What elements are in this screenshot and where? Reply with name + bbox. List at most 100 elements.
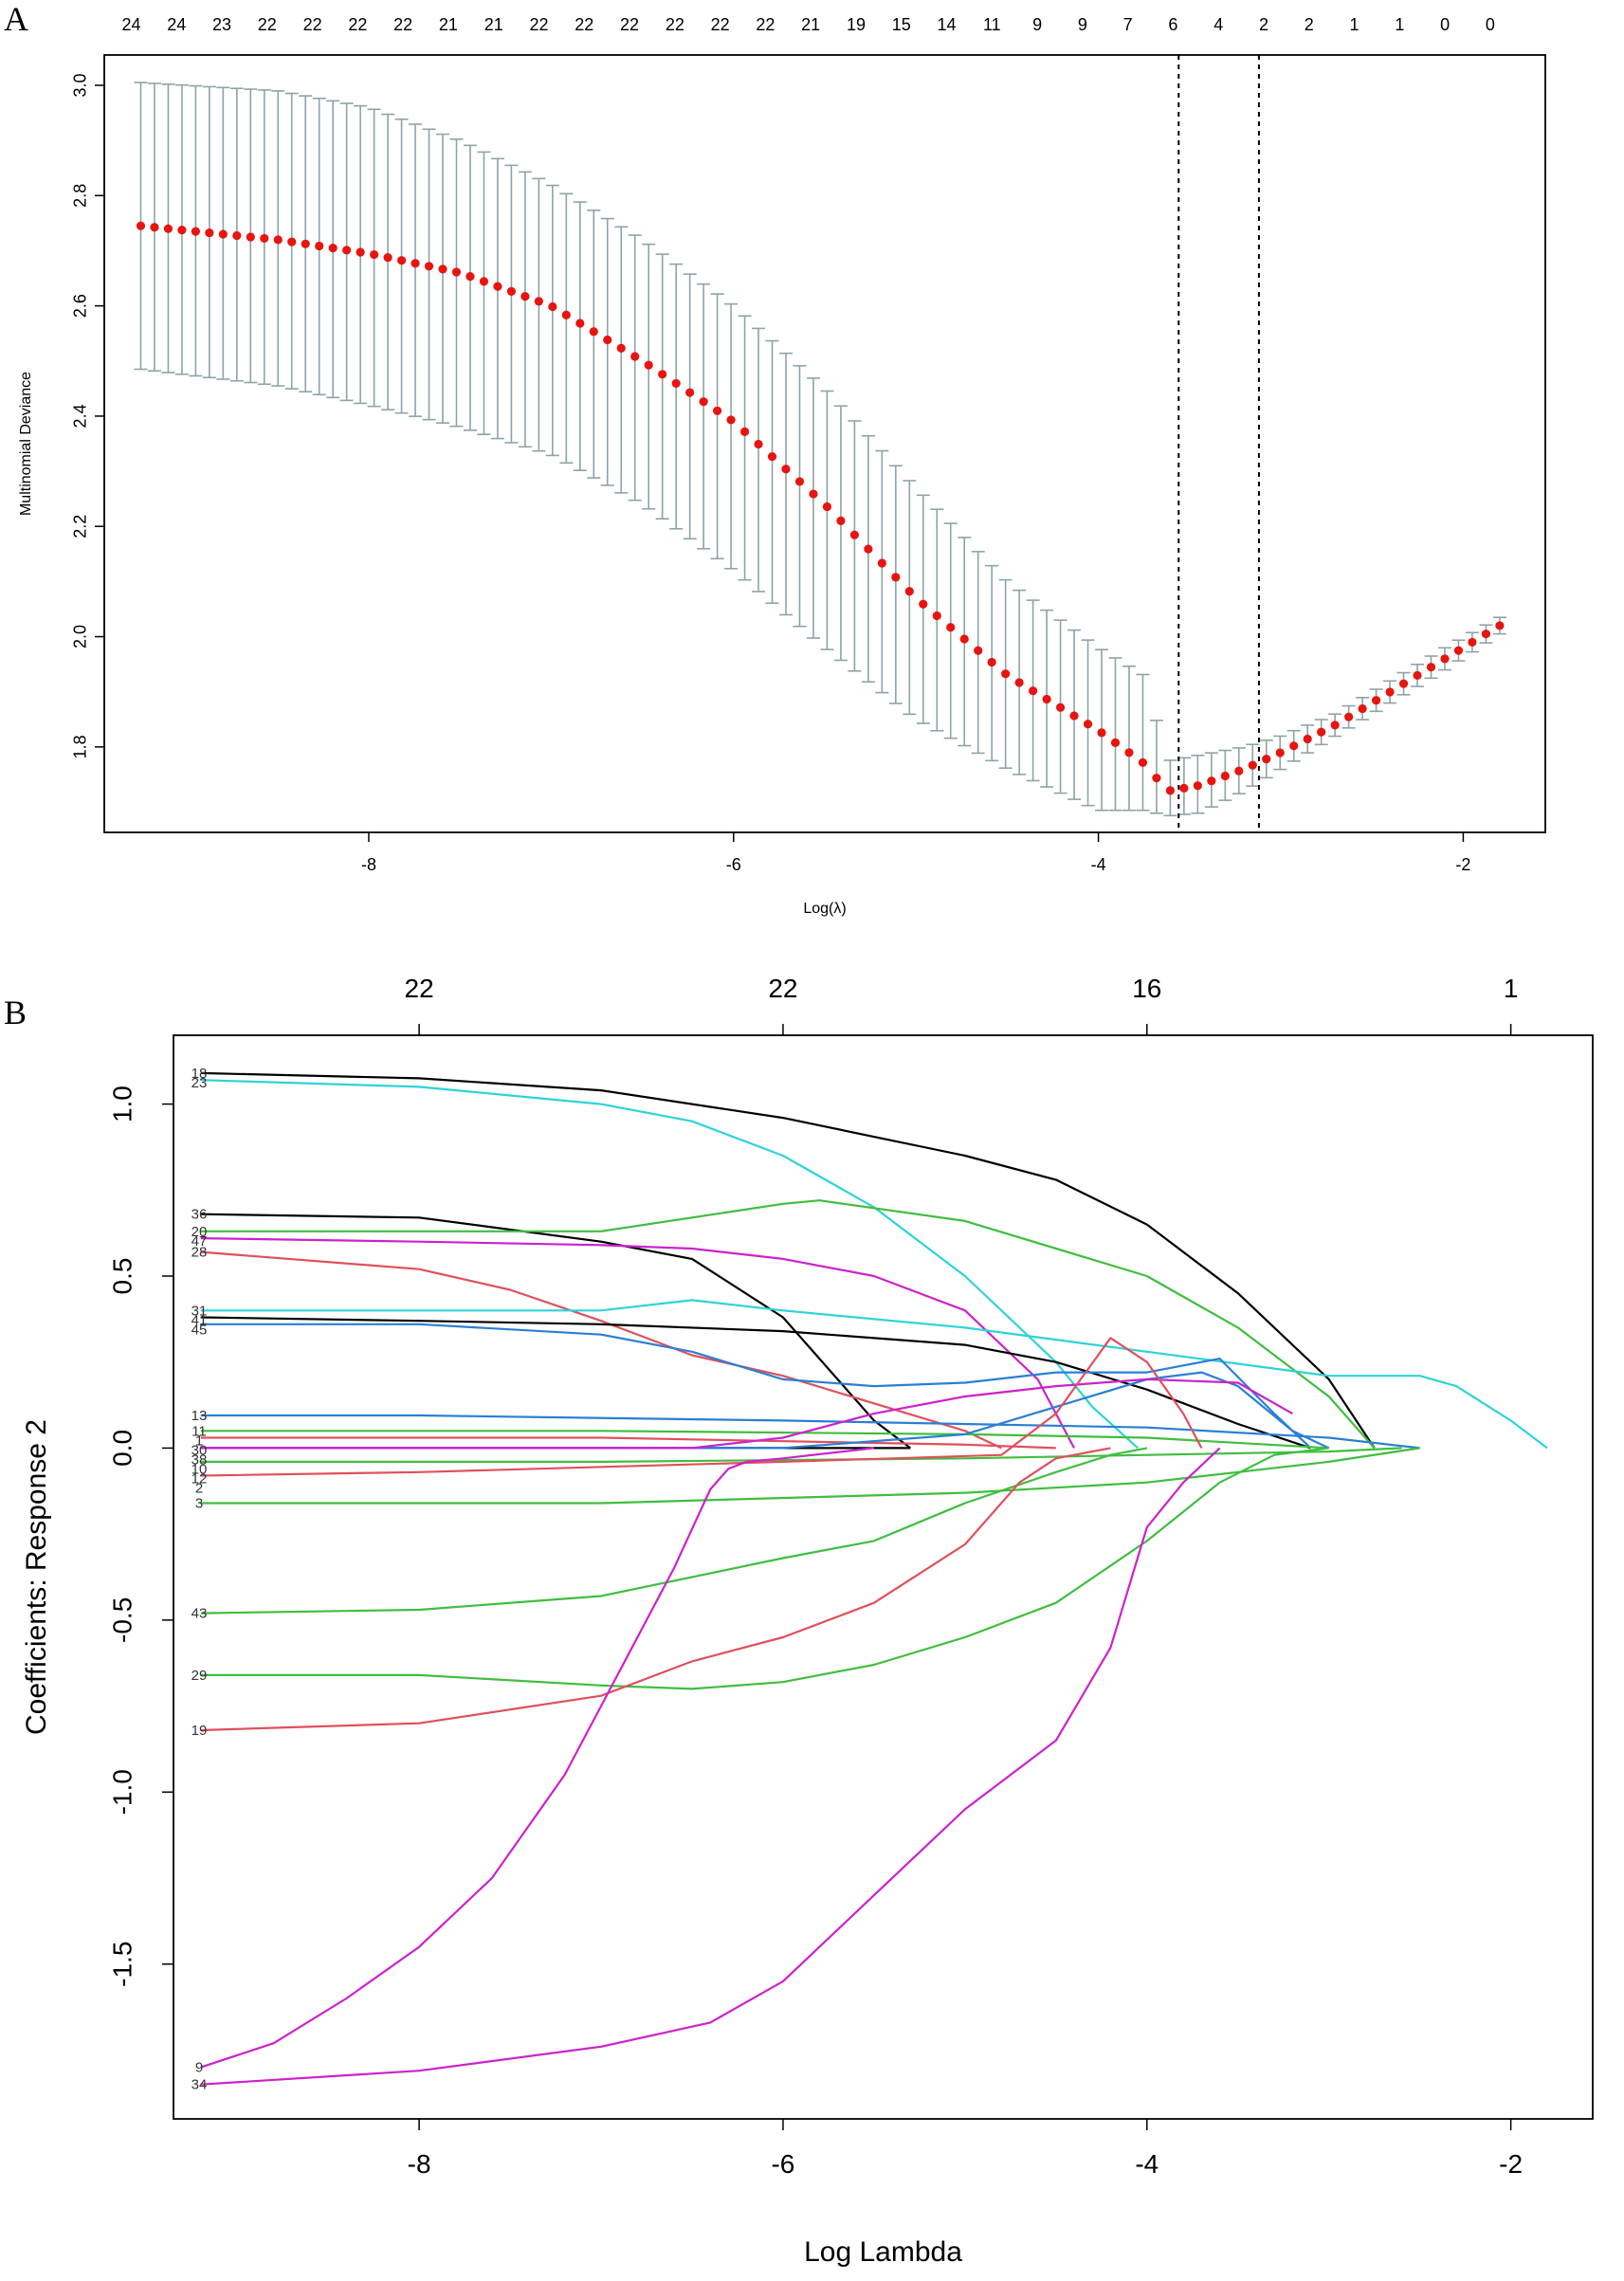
coef-path-18 bbox=[200, 1071, 1376, 1450]
y-axis-label: Coefficients: Response 2 bbox=[21, 1419, 52, 1735]
deviance-point bbox=[1440, 654, 1450, 664]
deviance-point bbox=[712, 406, 722, 415]
y-tick-label: -0.5 bbox=[107, 1597, 137, 1643]
deviance-point bbox=[438, 265, 447, 274]
deviance-point bbox=[739, 427, 750, 436]
y-tick-label: 3.0 bbox=[71, 73, 90, 97]
deviance-point bbox=[1001, 669, 1011, 679]
deviance-point bbox=[1453, 646, 1464, 655]
deviance-point bbox=[685, 388, 695, 397]
y-tick-label: 2.0 bbox=[71, 625, 90, 648]
top-count-label: 22 bbox=[620, 15, 639, 34]
deviance-point bbox=[671, 378, 681, 389]
deviance-point bbox=[506, 286, 517, 296]
deviance-point bbox=[493, 282, 502, 291]
curve-label-13: 13 bbox=[192, 1408, 208, 1424]
top-count-label: 2 bbox=[1259, 15, 1268, 34]
panel-a-chart: -8 -6 -4 -2 1.8 2.0 2.2 2.4 2.6 2.8 3.0 Log(λ) Multi… bbox=[18, 15, 1546, 917]
deviance-point bbox=[1330, 721, 1340, 730]
deviance-point bbox=[1138, 757, 1148, 767]
top-count-label: 14 bbox=[938, 15, 957, 34]
y-tick-label: 2.4 bbox=[71, 404, 90, 428]
coef-path-20 bbox=[200, 1199, 1376, 1450]
deviance-point bbox=[328, 244, 338, 253]
deviance-point bbox=[424, 262, 434, 271]
deviance-point bbox=[589, 327, 598, 337]
y-tick-label: -1.0 bbox=[107, 1769, 137, 1815]
deviance-point bbox=[877, 558, 886, 568]
curve-label-3: 3 bbox=[195, 1495, 203, 1511]
top-count-label: 21 bbox=[801, 15, 820, 34]
curve-label-31: 31 bbox=[192, 1303, 208, 1319]
deviance-point bbox=[1262, 754, 1271, 764]
curve-label-19: 19 bbox=[192, 1723, 208, 1739]
curve-label-45: 45 bbox=[192, 1322, 208, 1338]
deviance-point bbox=[287, 237, 297, 246]
deviance-point bbox=[767, 452, 777, 462]
y-tick-label: 1.0 bbox=[107, 1086, 137, 1122]
x-axis-label: Log Lambda bbox=[804, 2236, 962, 2268]
deviance-point bbox=[1110, 738, 1121, 747]
curve-label-23: 23 bbox=[192, 1075, 208, 1091]
deviance-point bbox=[520, 292, 530, 301]
y-tick-label: 2.6 bbox=[71, 294, 90, 318]
curve-label-30: 30 bbox=[192, 1442, 208, 1458]
coef-path-28 bbox=[200, 1250, 1002, 1450]
deviance-point bbox=[1371, 696, 1381, 705]
deviance-point bbox=[1152, 774, 1161, 783]
deviance-point bbox=[781, 465, 791, 474]
curve-label-29: 29 bbox=[192, 1668, 208, 1684]
deviance-point bbox=[218, 229, 228, 239]
deviance-point bbox=[1014, 678, 1024, 687]
deviance-point bbox=[273, 235, 283, 245]
deviance-point bbox=[891, 573, 901, 582]
deviance-point bbox=[1317, 727, 1326, 737]
y-tick-label: 2.8 bbox=[71, 184, 90, 208]
top-count-label: 2 bbox=[1305, 15, 1314, 34]
deviance-point bbox=[1083, 720, 1093, 729]
x-tick-label: -8 bbox=[408, 2149, 431, 2179]
deviance-point bbox=[1248, 760, 1257, 770]
x-tick-label: -4 bbox=[1135, 2149, 1159, 2179]
deviance-point bbox=[232, 230, 242, 241]
coef-path-34 bbox=[200, 1447, 1221, 2086]
top-count-label: 9 bbox=[1078, 15, 1087, 34]
top-count-label: 22 bbox=[258, 15, 277, 34]
x-tick-label: -4 bbox=[1091, 855, 1106, 874]
deviance-point bbox=[396, 256, 407, 265]
deviance-point bbox=[836, 516, 846, 525]
top-count-label: 24 bbox=[167, 15, 186, 34]
x-tick-label: -6 bbox=[771, 2149, 794, 2179]
deviance-point bbox=[658, 370, 667, 379]
top-count-label: 4 bbox=[1213, 15, 1223, 34]
curve-label-11: 11 bbox=[192, 1423, 207, 1439]
deviance-point bbox=[342, 246, 352, 255]
top-count-label: 22 bbox=[756, 15, 775, 34]
deviance-point bbox=[205, 228, 214, 238]
deviance-point bbox=[726, 415, 736, 425]
coef-path-3 bbox=[200, 1447, 1420, 1505]
deviance-point bbox=[1358, 703, 1367, 714]
deviance-point bbox=[465, 272, 475, 282]
deviance-point bbox=[904, 587, 914, 596]
x-tick-label: -8 bbox=[361, 855, 376, 874]
deviance-point bbox=[1029, 686, 1038, 696]
deviance-point bbox=[919, 599, 928, 609]
x-tick-label: -2 bbox=[1499, 2149, 1523, 2179]
coef-path-47 bbox=[200, 1237, 1075, 1449]
deviance-point bbox=[1275, 748, 1285, 757]
deviance-point bbox=[315, 241, 324, 251]
curve-label-10: 10 bbox=[192, 1461, 208, 1477]
curve-label-43: 43 bbox=[192, 1606, 208, 1622]
top-count-label: 22 bbox=[575, 15, 593, 34]
coef-path-19 bbox=[200, 1447, 1111, 1732]
panel-b-chart: -8 -6 -4 -2 -1.5 -1.0 -0.5 0.0 0.5 1.0 22 22 16 1 Log … bbox=[21, 974, 1594, 2268]
deviance-point bbox=[1193, 781, 1202, 791]
top-count-label: 1 bbox=[1395, 15, 1404, 34]
plot-frame bbox=[103, 54, 1546, 833]
coef-path-36 bbox=[200, 1213, 911, 1450]
deviance-point bbox=[150, 223, 159, 232]
top-count-label: 11 bbox=[983, 15, 1001, 34]
curve-label-2: 2 bbox=[195, 1480, 203, 1496]
deviance-point bbox=[411, 259, 420, 268]
